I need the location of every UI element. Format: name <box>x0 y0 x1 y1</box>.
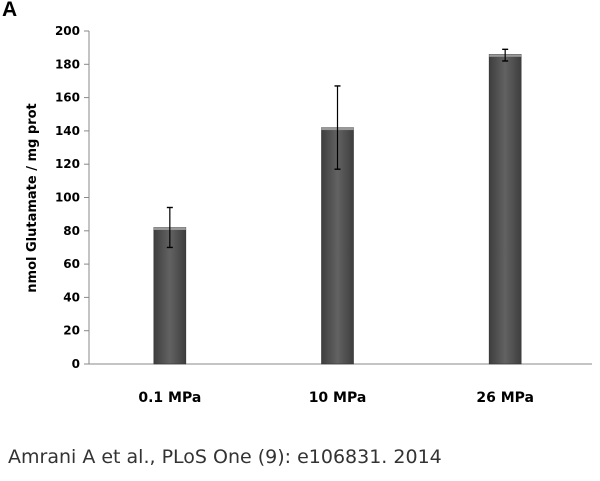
y-tick-label: 60 <box>63 257 80 271</box>
y-tick-label: 80 <box>63 224 80 238</box>
bar-0-1-mpa <box>153 227 187 365</box>
bar-chart: nmol Glutamate / mg prot 0 20 40 60 80 100 120… <box>25 24 592 406</box>
x-category-label: 26 MPa <box>476 390 534 406</box>
x-category-label: 0.1 MPa <box>138 390 201 406</box>
y-tick-label: 160 <box>55 91 80 105</box>
bar-26-mpa <box>488 54 522 365</box>
y-tick-label: 100 <box>55 191 80 205</box>
x-category-label: 10 MPa <box>309 390 367 406</box>
y-tick-label: 140 <box>55 124 80 138</box>
citation: Amrani A et al., PLoS One (9): e106831. … <box>8 446 442 468</box>
y-tick-label: 120 <box>55 157 80 171</box>
panel-label: A <box>2 0 18 21</box>
y-tick-label: 20 <box>63 324 80 338</box>
y-axis-label: nmol Glutamate / mg prot <box>25 103 40 292</box>
y-tick-label: 180 <box>55 57 80 71</box>
y-tick-label: 0 <box>72 357 80 371</box>
y-tick-label: 40 <box>63 290 80 304</box>
y-tick-label: 200 <box>55 24 80 38</box>
